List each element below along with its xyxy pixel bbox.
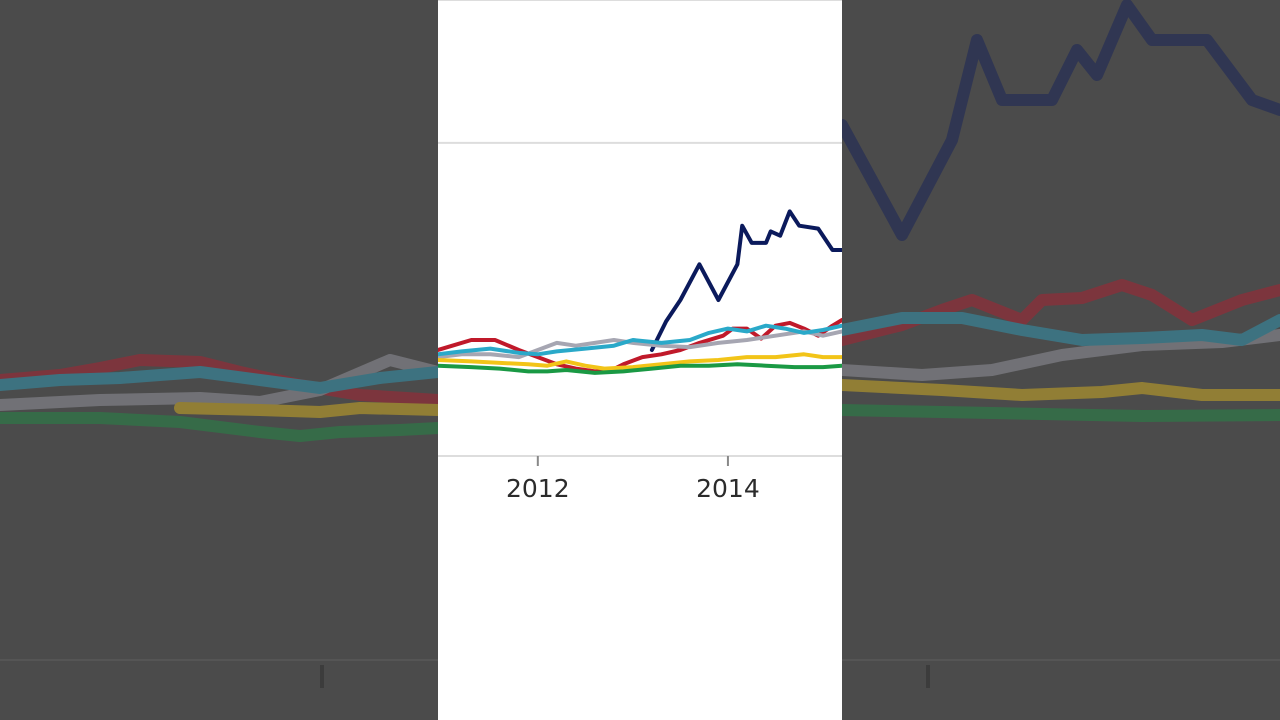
line-chart: 2012 2014 [438, 0, 842, 503]
blurred-chart-left [0, 354, 438, 688]
gridlines [438, 0, 842, 144]
series-line-1 [438, 318, 842, 374]
series-line-0 [649, 209, 842, 352]
series-line-3 [438, 323, 842, 357]
x-tick-label-0: 2012 [506, 474, 570, 503]
blurred-background-right [842, 0, 1280, 720]
chart-panel: 2012 2014 [438, 0, 842, 720]
series-line-5 [438, 362, 842, 375]
series-line-4 [438, 352, 842, 371]
x-tick-labels: 2012 2014 [506, 474, 760, 503]
series-lines [438, 209, 842, 375]
blurred-chart-right [842, 0, 1280, 688]
x-axis [438, 455, 842, 466]
x-tick-label-1: 2014 [696, 474, 760, 503]
series-line-2 [438, 329, 842, 360]
blurred-background-left [0, 0, 438, 720]
